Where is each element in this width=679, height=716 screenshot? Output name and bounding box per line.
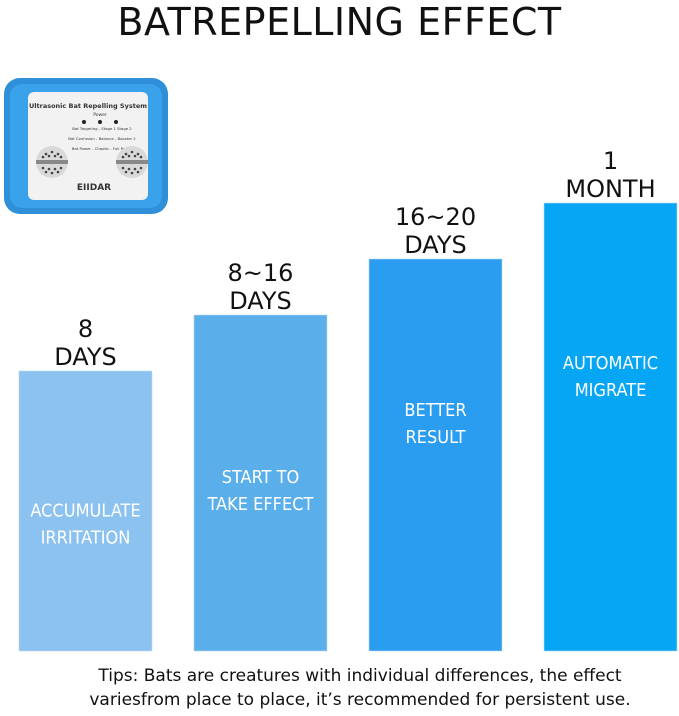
bar-label-4-line-2: MIGRATE [575, 380, 647, 401]
bar-3 [368, 258, 503, 652]
bar-label-3-line-2: RESULT [405, 427, 465, 448]
bar-4 [543, 202, 678, 652]
device-title: Ultrasonic Bat Repelling System [29, 102, 147, 110]
period-label-4-line-1: 1 [603, 147, 618, 175]
period-label-2-line-1: 8~16 [228, 259, 294, 287]
led-1 [82, 120, 86, 124]
device-row-3: Bat Power - Chaotic - Full Power [72, 146, 133, 151]
period-label-3-line-2: DAYS [404, 231, 467, 259]
left-speaker-grille [36, 146, 68, 178]
tips-text: Tips: Bats are creatures with individual… [60, 664, 660, 712]
bar-label-1-line-2: IRRITATION [41, 528, 131, 549]
right-speaker-grille [116, 146, 148, 178]
bar-1 [18, 370, 153, 652]
bar-label-3-line-1: BETTER [404, 400, 466, 421]
tips-line-1: Tips: Bats are creatures with individual… [98, 666, 622, 686]
period-label-2-line-2: DAYS [229, 287, 292, 315]
bar-label-2-line-1: START TO [222, 467, 299, 488]
period-label-4-line-2: MONTH [565, 175, 655, 203]
period-label-1-line-2: DAYS [54, 343, 117, 371]
led-2 [98, 120, 102, 124]
device-brand-logo: EIIDAR [77, 183, 111, 193]
led-3 [114, 120, 118, 124]
device-power-label: Power [93, 112, 107, 118]
bar-2 [193, 314, 328, 652]
device-image: Ultrasonic Bat Repelling System Power Ba… [4, 78, 168, 214]
bar-label-2-line-2: TAKE EFFECT [207, 494, 314, 515]
period-label-1-line-1: 8 [78, 315, 93, 343]
bar-label-4-line-1: AUTOMATIC [563, 353, 658, 374]
tips-line-2: variesfrom place to place, it’s recommen… [89, 690, 631, 710]
bar-label-1-line-1: ACCUMULATE [30, 501, 140, 522]
period-label-3-line-1: 16~20 [395, 203, 476, 231]
device-row-2: Bat Confusion - Balance - Booster 2 [68, 136, 136, 141]
device-row-1: Bat Targeting - Stage 1 Stage 2 [72, 126, 132, 131]
chart-title: BATREPELLING EFFECT [117, 0, 562, 44]
